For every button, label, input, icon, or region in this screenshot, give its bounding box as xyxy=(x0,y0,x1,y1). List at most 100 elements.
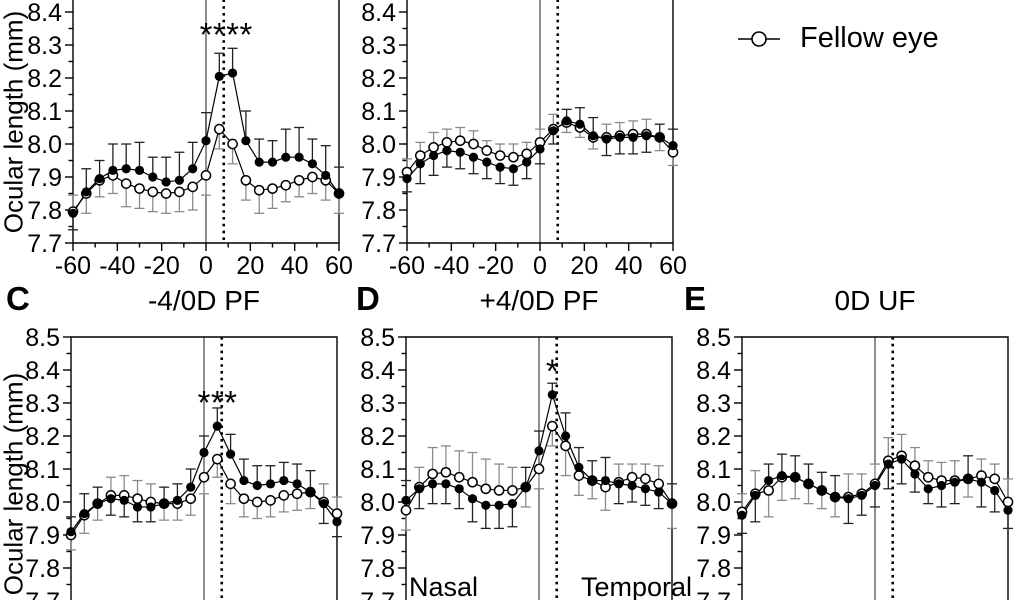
data-point-open-circle xyxy=(481,145,493,156)
data-point-filled-circle xyxy=(334,188,344,199)
data-point-filled-circle xyxy=(307,159,317,169)
data-point-open-circle xyxy=(265,495,276,506)
data-point-filled-circle xyxy=(737,510,747,520)
data-point-open-circle xyxy=(440,466,452,478)
data-point-open-circle xyxy=(134,183,145,194)
data-point-filled-circle xyxy=(401,495,411,505)
data-point-filled-circle xyxy=(494,500,504,510)
data-point-open-circle xyxy=(293,174,305,186)
data-point-open-circle xyxy=(200,170,212,181)
data-point-open-circle xyxy=(187,181,199,193)
significance-asterisk: * xyxy=(226,16,239,53)
data-point-filled-circle xyxy=(467,494,478,504)
y-tick-label: 8.4 xyxy=(361,0,396,27)
x-tick-label: 40 xyxy=(615,252,643,280)
data-point-open-circle xyxy=(251,496,263,508)
y-tick-label: 8.4 xyxy=(27,0,62,27)
panel-top-left: 7.77.87.98.08.18.28.38.48.5-60-40-200204… xyxy=(27,0,353,280)
data-point-open-circle xyxy=(174,186,185,198)
panel-title-c: -4/0D PF xyxy=(147,285,261,316)
y-tick-label: 7.8 xyxy=(696,555,731,583)
data-point-filled-circle xyxy=(668,141,678,151)
data-point-open-circle xyxy=(626,471,638,483)
data-point-open-circle xyxy=(653,478,665,490)
data-point-filled-circle xyxy=(108,165,118,175)
significance-asterisk: * xyxy=(198,384,211,421)
data-point-filled-circle xyxy=(535,144,545,154)
open-circle-marker-icon xyxy=(738,30,780,47)
data-point-filled-circle xyxy=(188,164,198,174)
data-point-filled-circle xyxy=(134,165,145,175)
panel-title-e: 0D UF xyxy=(834,285,916,316)
data-point-filled-circle xyxy=(79,508,89,519)
data-point-open-circle xyxy=(120,178,132,189)
data-point-filled-circle xyxy=(507,499,517,509)
panel-E: 7.77.87.98.08.18.28.38.48.5-60-40-200204… xyxy=(696,324,1014,600)
y-tick-label: 8.2 xyxy=(696,423,731,451)
y-tick-label: 8.2 xyxy=(361,65,396,93)
y-tick-label: 8.2 xyxy=(25,423,60,451)
data-point-filled-circle xyxy=(415,159,425,169)
legend: Fellow eye xyxy=(736,22,939,55)
y-tick-label: 8.2 xyxy=(27,65,62,93)
x-tick-label: 60 xyxy=(325,252,353,280)
data-point-filled-circle xyxy=(614,479,624,489)
data-point-filled-circle xyxy=(95,174,105,184)
data-point-open-circle xyxy=(640,473,651,485)
data-point-open-circle xyxy=(573,470,585,481)
y-tick-label: 8.3 xyxy=(696,390,731,418)
panel-D: 7.77.87.98.08.18.28.38.48.5-60-40-200204… xyxy=(360,324,678,600)
data-point-filled-circle xyxy=(588,131,598,141)
data-point-open-circle xyxy=(198,471,210,483)
data-point-open-circle xyxy=(227,138,238,150)
panel-C: 7.77.87.98.08.18.28.38.48.5-60-40-200204… xyxy=(25,324,343,600)
data-point-filled-circle xyxy=(292,479,302,489)
data-point-filled-circle xyxy=(332,517,342,527)
x-tick-label: -40 xyxy=(99,252,135,280)
data-point-filled-circle xyxy=(495,162,505,172)
data-point-filled-circle xyxy=(279,475,289,486)
data-point-open-circle xyxy=(453,471,465,483)
data-point-filled-circle xyxy=(214,71,224,81)
data-point-filled-circle xyxy=(883,459,893,469)
data-point-filled-circle xyxy=(81,187,91,197)
panel-top-right: 7.77.87.98.08.18.28.38.48.5-60-40-200204… xyxy=(361,0,687,280)
data-point-filled-circle xyxy=(201,136,211,146)
y-tick-label: 8.1 xyxy=(25,456,60,484)
data-point-filled-circle xyxy=(68,208,78,218)
data-point-open-circle xyxy=(278,490,290,501)
data-point-filled-circle xyxy=(950,477,960,487)
y-tick-label: 7.9 xyxy=(360,522,395,550)
data-point-open-circle xyxy=(253,184,265,196)
data-point-filled-circle xyxy=(319,499,329,509)
data-point-filled-circle xyxy=(963,474,973,484)
data-point-filled-circle xyxy=(817,485,827,496)
data-point-filled-circle xyxy=(587,475,597,486)
x-tick-label: 60 xyxy=(659,252,687,280)
data-point-open-circle xyxy=(414,150,426,161)
data-point-filled-circle xyxy=(667,499,677,509)
data-point-open-circle xyxy=(400,504,412,516)
data-point-filled-circle xyxy=(161,177,171,187)
data-point-filled-circle xyxy=(186,482,196,492)
data-point-filled-circle xyxy=(429,150,439,161)
y-tick-label: 7.8 xyxy=(361,197,396,225)
data-point-open-circle xyxy=(521,148,533,160)
significance-asterisk: * xyxy=(213,16,226,53)
data-point-filled-circle xyxy=(600,475,611,486)
y-tick-label: 8.3 xyxy=(27,32,62,60)
data-point-open-circle xyxy=(508,151,519,163)
y-tick-label: 8.0 xyxy=(696,489,731,517)
data-point-filled-circle xyxy=(641,131,652,141)
data-point-open-circle xyxy=(909,460,921,472)
data-point-open-circle xyxy=(493,485,505,496)
data-point-open-circle xyxy=(185,493,197,505)
data-point-filled-circle xyxy=(990,485,1000,496)
x-tick-label: 40 xyxy=(281,252,309,280)
panel-title-d: +4/0D PF xyxy=(479,285,599,316)
x-tick-label: 20 xyxy=(570,252,598,280)
y-tick-label: 8.1 xyxy=(27,98,62,126)
data-point-open-circle xyxy=(225,478,236,490)
data-point-filled-circle xyxy=(482,157,492,167)
